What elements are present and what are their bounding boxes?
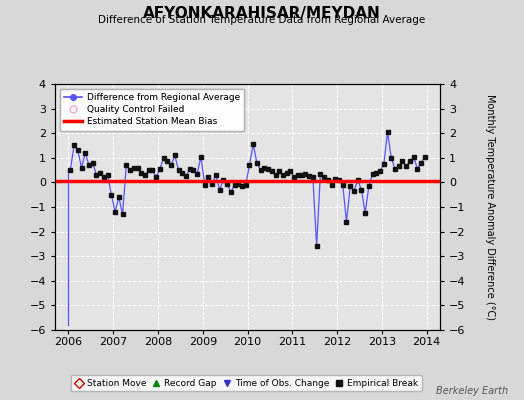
Text: AFYONKARAHISAR/MEYDAN: AFYONKARAHISAR/MEYDAN [143, 6, 381, 21]
Legend: Difference from Regional Average, Quality Control Failed, Estimated Station Mean: Difference from Regional Average, Qualit… [60, 88, 244, 131]
Text: Berkeley Earth: Berkeley Earth [436, 386, 508, 396]
Text: Difference of Station Temperature Data from Regional Average: Difference of Station Temperature Data f… [99, 15, 425, 25]
Legend: Station Move, Record Gap, Time of Obs. Change, Empirical Break: Station Move, Record Gap, Time of Obs. C… [71, 375, 422, 392]
Y-axis label: Monthly Temperature Anomaly Difference (°C): Monthly Temperature Anomaly Difference (… [485, 94, 495, 320]
